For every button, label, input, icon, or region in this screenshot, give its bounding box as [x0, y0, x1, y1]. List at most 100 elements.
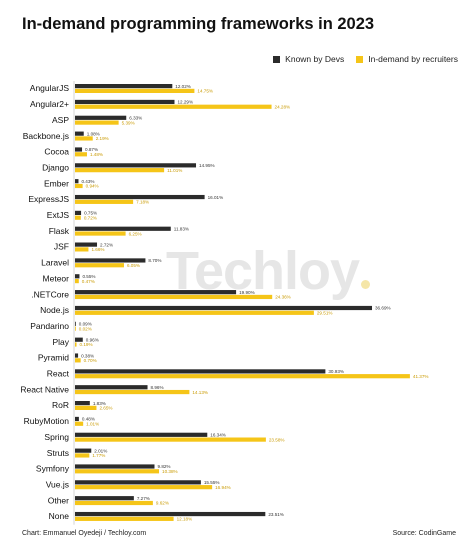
data-label-angular2-known-by-devs: 12.29% — [177, 100, 193, 105]
bar-expressjs-in-demand — [75, 199, 134, 204]
bar-react-native-known-by-devs — [75, 385, 148, 390]
data-label-flask-known-by-devs: 11.83% — [174, 226, 189, 231]
chart-source: Source: CodinGame — [392, 530, 456, 537]
data-label-react-native-in-demand: 14.13% — [192, 390, 208, 395]
bar-django-in-demand — [75, 168, 165, 173]
bar-spring-known-by-devs — [75, 432, 208, 437]
data-label-netcore-known-by-devs: 19.90% — [239, 290, 255, 295]
bar-symfony-known-by-devs — [75, 464, 155, 469]
data-label-netcore-in-demand: 24.36% — [275, 295, 291, 300]
bar-none-in-demand — [75, 516, 174, 521]
data-label-asp-known-by-devs: 6.33% — [129, 116, 142, 121]
bar-cocoa-in-demand — [75, 152, 87, 157]
bar-spring-in-demand — [75, 437, 266, 442]
data-label-play-known-by-devs: 0.96% — [86, 337, 99, 342]
data-label-backbone-js-in-demand: 2.19% — [96, 136, 109, 141]
watermark-dot — [361, 280, 371, 289]
category-label-ember: Ember — [44, 178, 69, 188]
bar-pyramid-known-by-devs — [75, 353, 79, 358]
bar-angularjs-in-demand — [75, 88, 195, 93]
bar-react-native-in-demand — [75, 389, 190, 395]
data-label-pyramid-in-demand: 0.70% — [84, 358, 97, 363]
data-label-django-known-by-devs: 14.95% — [199, 163, 215, 168]
data-label-extjs-in-demand: 0.72% — [84, 215, 97, 220]
data-label-expressjs-in-demand: 7.18% — [136, 200, 149, 205]
category-label-expressjs: ExpressJS — [28, 194, 69, 204]
data-label-flask-in-demand: 6.25% — [129, 231, 142, 236]
data-label-other-known-by-devs: 7.27% — [137, 496, 150, 501]
bar-node-js-in-demand — [75, 310, 314, 315]
bar-asp-known-by-devs — [75, 115, 127, 120]
category-label-react: React — [47, 369, 70, 379]
data-label-ember-in-demand: 0.94% — [86, 184, 99, 189]
data-label-cocoa-known-by-devs: 0.87% — [85, 147, 98, 152]
chart-credit: Chart: Emmanuel Oyedeji / Techloy.com — [22, 530, 147, 537]
bar-meteor-in-demand — [75, 279, 79, 284]
bar-netcore-known-by-devs — [75, 290, 237, 295]
bar-node-js-known-by-devs — [75, 305, 373, 311]
category-label-react-native: React Native — [20, 384, 69, 394]
bar-vue-js-in-demand — [75, 485, 213, 490]
data-label-django-in-demand: 11.01% — [167, 168, 182, 173]
category-label-laravel: Laravel — [41, 258, 69, 268]
data-label-spring-known-by-devs: 16.34% — [210, 433, 226, 438]
bar-ror-known-by-devs — [75, 401, 90, 406]
data-label-jsf-in-demand: 1.66% — [91, 247, 104, 252]
legend-item-known-by-devs: Known by Devs — [273, 54, 344, 64]
data-label-node-js-known-by-devs: 36.69% — [375, 306, 391, 311]
bar-angular2-known-by-devs — [75, 99, 175, 105]
data-label-laravel-in-demand: 6.05% — [127, 263, 140, 268]
data-label-node-js-in-demand: 29.51% — [317, 311, 333, 316]
bar-other-in-demand — [75, 500, 153, 506]
bar-none-known-by-devs — [75, 511, 266, 517]
bar-laravel-known-by-devs — [75, 258, 146, 263]
bar-react-in-demand — [75, 374, 410, 379]
bar-flask-in-demand — [75, 231, 126, 236]
data-label-struts-known-by-devs: 2.01% — [94, 448, 107, 453]
bar-react-known-by-devs — [75, 369, 326, 374]
bar-pyramid-in-demand — [75, 358, 81, 363]
bar-other-known-by-devs — [75, 496, 134, 501]
data-label-asp-in-demand: 5.39% — [122, 120, 135, 125]
bar-meteor-known-by-devs — [75, 274, 80, 279]
data-label-none-in-demand: 12.18% — [177, 517, 193, 522]
category-label-spring: Spring — [44, 432, 69, 442]
bar-netcore-in-demand — [75, 294, 273, 300]
data-label-extjs-known-by-devs: 0.75% — [84, 211, 97, 216]
data-label-meteor-known-by-devs: 0.55% — [82, 274, 95, 279]
category-label-jsf: JSF — [54, 242, 69, 252]
bar-play-known-by-devs — [75, 337, 83, 342]
chart-title: In-demand programming frameworks in 2023 — [22, 15, 375, 33]
category-label-django: Django — [42, 162, 69, 172]
data-label-ember-known-by-devs: 0.43% — [81, 179, 94, 184]
data-label-symfony-known-by-devs: 9.82% — [157, 464, 170, 469]
data-label-pandarino-known-by-devs: 0.09% — [79, 322, 92, 327]
bar-extjs-in-demand — [75, 215, 81, 220]
data-label-angular2-in-demand: 24.28% — [275, 104, 291, 109]
bar-asp-in-demand — [75, 120, 119, 125]
data-label-laravel-known-by-devs: 8.70% — [148, 258, 161, 263]
data-label-spring-in-demand: 23.58% — [269, 437, 285, 442]
category-label-netcore: .NETCore — [31, 289, 69, 299]
data-label-vue-js-in-demand: 16.94% — [215, 485, 231, 490]
bar-extjs-known-by-devs — [75, 210, 82, 215]
data-label-ror-in-demand: 2.65% — [99, 406, 112, 411]
data-label-ror-known-by-devs: 1.83% — [93, 401, 106, 406]
data-label-react-native-known-by-devs: 8.96% — [151, 385, 164, 390]
bar-ror-in-demand — [75, 405, 97, 410]
legend-item-in-demand: In-demand by recruiters — [356, 54, 458, 64]
category-label-other: Other — [48, 495, 69, 505]
legend-label-known-by-devs: Known by Devs — [285, 54, 345, 64]
data-label-none-known-by-devs: 23.51% — [268, 512, 284, 517]
data-label-react-in-demand: 41.37% — [413, 374, 429, 379]
category-label-node-js: Node.js — [40, 305, 69, 315]
category-label-pyramid: Pyramid — [38, 353, 69, 363]
data-label-play-in-demand: 0.19% — [80, 342, 93, 347]
bar-flask-known-by-devs — [75, 226, 171, 231]
bar-ember-known-by-devs — [75, 179, 79, 184]
legend-swatch-known-by-devs — [273, 55, 281, 63]
data-label-vue-js-known-by-devs: 15.55% — [204, 480, 220, 485]
bar-expressjs-known-by-devs — [75, 194, 205, 200]
data-label-struts-in-demand: 1.77% — [92, 453, 105, 458]
data-label-expressjs-known-by-devs: 16.01% — [208, 195, 224, 200]
